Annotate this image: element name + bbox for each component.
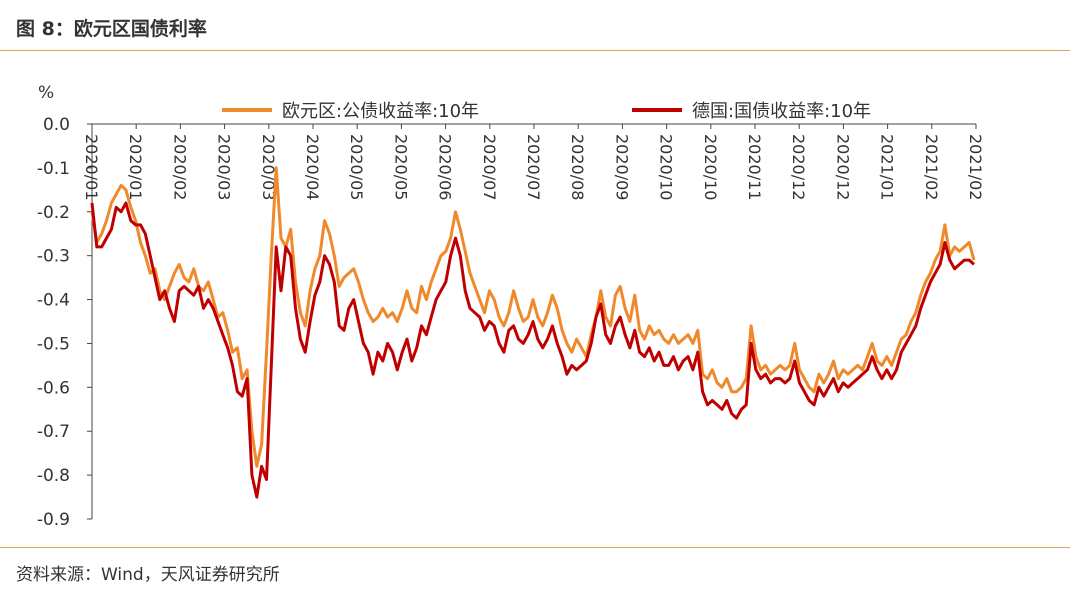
x-tick-label: 2020/03 (259, 134, 278, 200)
x-tick-label: 2020/05 (347, 134, 366, 200)
x-tick-label: 2020/12 (789, 134, 808, 200)
y-tick-label: -0.9 (37, 510, 70, 530)
x-tick-label: 2020/05 (391, 134, 410, 200)
series-line-germany (90, 201, 976, 499)
x-tick-label: 2020/02 (170, 134, 189, 200)
x-tick-label: 2020/10 (657, 134, 676, 200)
y-tick-label: -0.3 (37, 247, 70, 267)
y-axis: 0.0 -0.1 -0.2 -0.3 -0.4 -0.5 -0.6 -0.7 -0.8 -0.9 (37, 115, 93, 530)
x-tick-label: 2020/01 (126, 134, 145, 200)
y-tick-label: -0.2 (37, 203, 70, 223)
x-tick-label: 2020/04 (303, 134, 322, 200)
x-tick-label: 2020/09 (612, 134, 631, 200)
y-axis-unit-label: % (38, 83, 54, 103)
legend-item-euro-area: 欧元区:公债收益率:10年 (222, 101, 479, 122)
y-tick-label: 0.0 (43, 115, 70, 135)
plot-lines (90, 166, 976, 499)
legend: 欧元区:公债收益率:10年 德国:国债收益率:10年 (222, 101, 871, 122)
x-axis: 2020/01 2020/01 2020/02 2020/03 2020/03 2020/… (82, 123, 985, 200)
x-tick-label: 2021/02 (922, 134, 941, 200)
x-tick-label: 2020/07 (480, 134, 499, 200)
x-tick-label: 2020/11 (745, 134, 764, 200)
x-tick-label: 2020/12 (833, 134, 852, 200)
y-tick-label: -0.4 (37, 291, 70, 311)
y-tick-label: -0.7 (37, 422, 70, 442)
series-line-euro-area (90, 166, 976, 468)
y-tick-label: -0.1 (37, 159, 70, 179)
y-tick-label: -0.8 (37, 466, 70, 486)
legend-item-germany: 德国:国债收益率:10年 (632, 101, 871, 122)
source-note: 资料来源：Wind，天风证券研究所 (16, 565, 280, 585)
x-tick-label: 2020/01 (82, 134, 101, 200)
y-tick-label: -0.5 (37, 334, 70, 354)
x-tick-label: 2020/03 (215, 134, 234, 200)
y-tick-label: -0.6 (37, 378, 70, 398)
legend-label: 德国:国债收益率:10年 (692, 101, 871, 122)
header-divider (0, 50, 1070, 51)
footer-divider (0, 547, 1070, 548)
figure-title: 图 8：欧元区国债利率 (16, 18, 207, 40)
x-tick-label: 2020/07 (524, 134, 543, 200)
x-tick-label: 2021/01 (878, 134, 897, 200)
x-tick-label: 2020/08 (568, 134, 587, 200)
x-tick-label: 2020/10 (701, 134, 720, 200)
x-tick-label: 2021/02 (966, 134, 985, 200)
legend-label: 欧元区:公债收益率:10年 (282, 101, 479, 122)
x-tick-label: 2020/06 (436, 134, 455, 200)
